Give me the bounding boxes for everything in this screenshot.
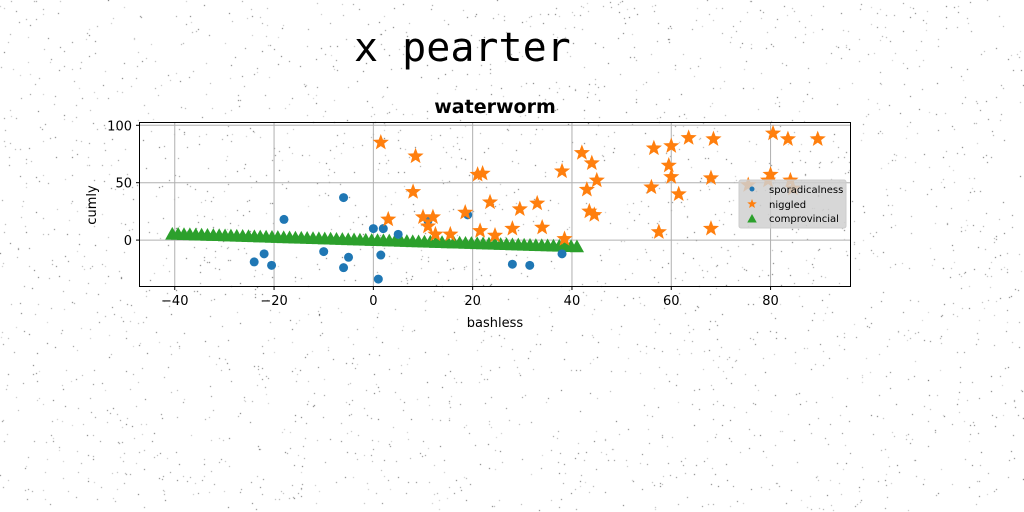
x-tick-label: 0 — [369, 294, 377, 309]
legend-label-comprovincial: comprovincial — [769, 214, 839, 225]
data-point-niggled — [764, 124, 782, 141]
data-point-sporadicalness — [339, 263, 349, 273]
data-point-niggled — [650, 223, 667, 239]
data-point-niggled — [680, 129, 697, 145]
y-tick-label: 0 — [124, 234, 132, 249]
plot-area — [165, 124, 826, 284]
data-point-niggled — [556, 230, 573, 246]
data-point-niggled — [643, 178, 660, 195]
data-point-sporadicalness — [319, 247, 329, 257]
data-point-niggled — [404, 183, 422, 199]
x-tick-label: 60 — [663, 294, 680, 309]
data-point-niggled — [586, 206, 603, 222]
data-point-niggled — [457, 204, 474, 220]
data-point-niggled — [529, 194, 546, 211]
data-point-sporadicalness — [373, 274, 383, 284]
data-point-niggled — [670, 185, 687, 202]
x-tick-label: −20 — [260, 294, 287, 309]
data-point-niggled — [705, 130, 722, 146]
data-point-niggled — [578, 181, 595, 197]
data-point-niggled — [427, 225, 444, 242]
data-point-niggled — [702, 169, 720, 185]
legend-marker-comprovincial — [747, 214, 757, 223]
data-point-niggled — [472, 222, 489, 238]
data-point-niggled — [419, 217, 437, 234]
data-point-niggled — [779, 130, 797, 146]
data-point-niggled — [762, 166, 779, 182]
data-point-sporadicalness — [339, 193, 349, 203]
data-point-niggled — [573, 144, 590, 160]
y-tick-label: 50 — [115, 177, 132, 192]
data-point-sporadicalness — [507, 259, 517, 269]
data-point-niggled — [663, 137, 680, 153]
data-point-sporadicalness — [267, 260, 277, 270]
data-point-niggled — [372, 134, 389, 150]
data-point-comprovincial — [569, 239, 585, 253]
data-point-niggled — [583, 154, 600, 171]
x-tick-label: 20 — [464, 294, 481, 309]
data-point-niggled — [553, 162, 571, 179]
data-point-niggled — [645, 139, 662, 156]
data-point-sporadicalness — [393, 229, 403, 239]
figure-suptitle: x pearter — [354, 25, 571, 71]
y-tick-label: 100 — [107, 119, 132, 134]
data-point-niggled — [414, 208, 432, 224]
axes-frame — [139, 122, 851, 287]
data-point-niggled — [424, 208, 442, 224]
y-axis-label: cumly — [85, 185, 100, 225]
data-point-sporadicalness — [525, 260, 535, 270]
legend-box — [738, 179, 847, 229]
data-point-niggled — [469, 166, 486, 182]
legend: sporadicalness niggled comprovincial — [738, 179, 847, 229]
x-tick-label: −40 — [161, 294, 188, 309]
data-point-niggled — [380, 210, 397, 227]
data-point-niggled — [663, 168, 680, 184]
x-axis-ticks: −40 −20 0 20 40 60 80 — [161, 286, 779, 309]
y-axis-ticks: 0 50 100 — [107, 119, 140, 249]
data-point-niggled — [511, 200, 528, 216]
data-point-niggled — [442, 225, 459, 242]
legend-marker-niggled — [747, 199, 757, 209]
data-point-niggled — [486, 226, 504, 243]
data-point-sporadicalness — [557, 249, 567, 259]
x-tick-label: 80 — [762, 294, 779, 309]
data-point-niggled — [534, 218, 551, 235]
data-point-sporadicalness — [378, 224, 388, 234]
legend-marker-sporadicalness — [749, 186, 755, 192]
chart-title: waterworm — [434, 96, 556, 118]
x-tick-label: 40 — [564, 294, 581, 309]
data-point-sporadicalness — [368, 224, 378, 234]
data-point-niggled — [581, 202, 598, 219]
legend-label-sporadicalness: sporadicalness — [769, 185, 843, 196]
data-point-sporadicalness — [279, 214, 289, 224]
data-point-sporadicalness — [344, 252, 354, 262]
data-point-sporadicalness — [249, 257, 259, 267]
legend-label-niggled: niggled — [769, 200, 806, 211]
data-point-niggled — [702, 220, 720, 236]
data-point-niggled — [504, 220, 521, 236]
data-point-niggled — [481, 193, 499, 210]
data-point-niggled — [809, 130, 826, 146]
data-point-niggled — [660, 156, 677, 173]
x-axis-label: bashless — [467, 316, 524, 331]
data-point-niggled — [474, 165, 491, 181]
data-point-sporadicalness — [376, 250, 386, 260]
data-point-niggled — [588, 171, 605, 188]
data-point-sporadicalness — [259, 249, 269, 259]
data-point-niggled — [407, 147, 424, 164]
